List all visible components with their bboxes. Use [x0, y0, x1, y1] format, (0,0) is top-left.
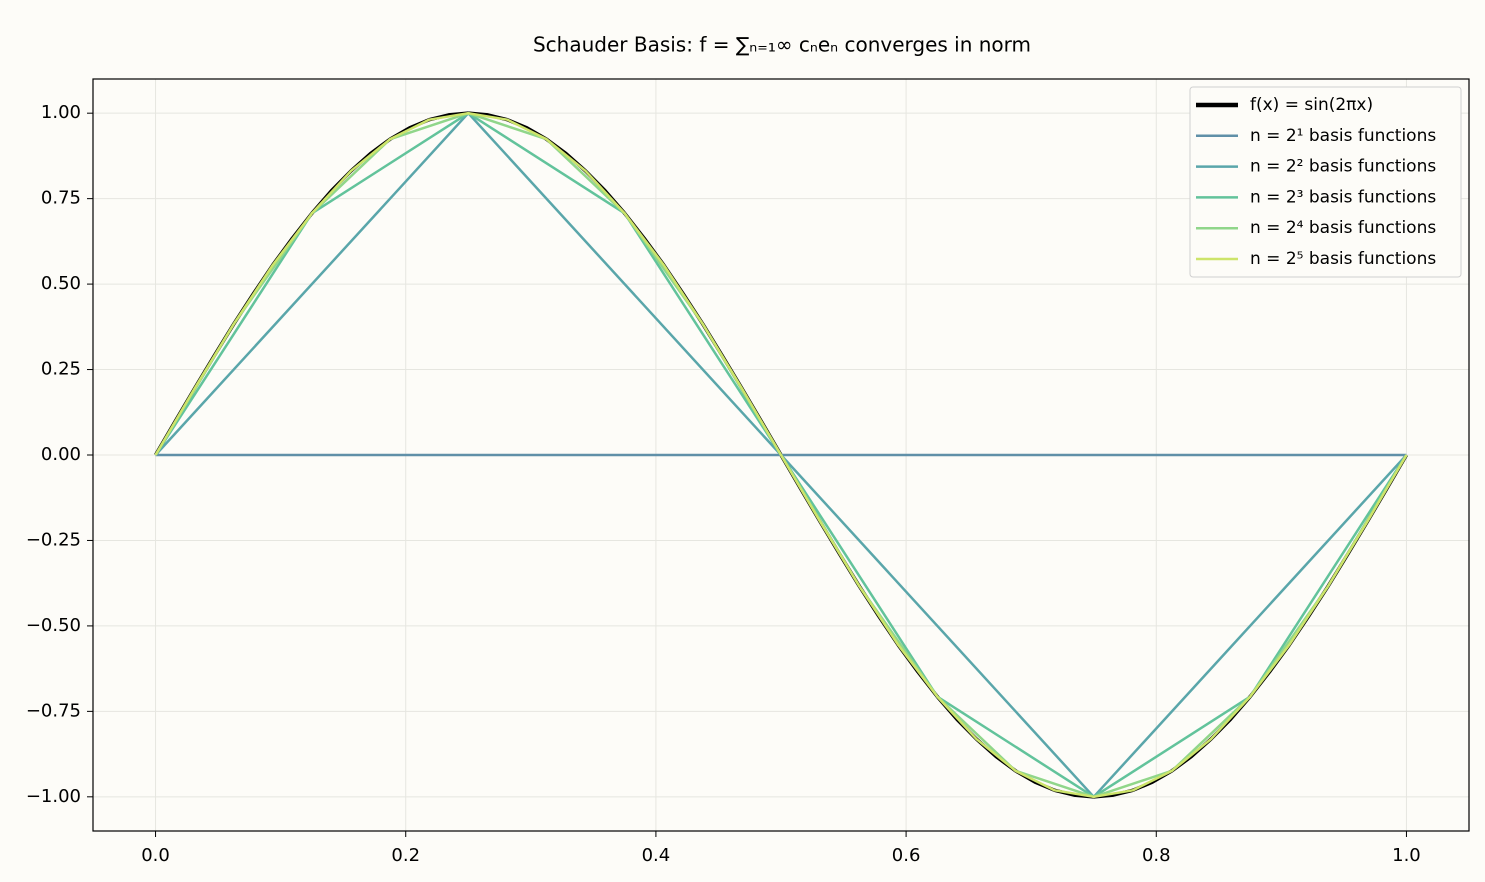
- x-tick-label: 0.8: [1142, 845, 1171, 866]
- y-tick-label: −0.75: [26, 700, 81, 721]
- series-line: [154, 111, 1408, 799]
- y-tick-label: −0.50: [26, 615, 81, 636]
- legend-label: f(x) = sin(2πx): [1250, 95, 1373, 115]
- chart-title: Schauder Basis: f = ∑ₙ₌₁∞ cₙeₙ converges…: [533, 33, 1031, 57]
- y-tick-label: 0.25: [41, 359, 81, 380]
- x-tick-label: 0.0: [141, 845, 170, 866]
- x-tick-label: 0.6: [892, 845, 921, 866]
- y-tick-label: 0.50: [41, 273, 81, 294]
- y-tick-label: −0.25: [26, 529, 81, 550]
- legend-box: [1189, 86, 1462, 278]
- legend-label: n = 2³ basis functions: [1250, 187, 1436, 207]
- legend-label: n = 2¹ basis functions: [1250, 126, 1436, 146]
- legend-label: n = 2⁵ basis functions: [1250, 249, 1436, 269]
- y-tick-label: −1.00: [26, 786, 81, 807]
- y-tick-label: 0.75: [41, 188, 81, 209]
- legend-label: n = 2² basis functions: [1250, 157, 1436, 177]
- x-tick-label: 1.0: [1392, 845, 1421, 866]
- y-tick-label: 1.00: [41, 102, 81, 123]
- y-tick-label: 0.00: [41, 444, 81, 465]
- legend-label: n = 2⁴ basis functions: [1250, 218, 1436, 238]
- plot-frame: [92, 78, 1470, 832]
- x-tick-label: 0.2: [391, 845, 420, 866]
- x-tick-label: 0.4: [642, 845, 671, 866]
